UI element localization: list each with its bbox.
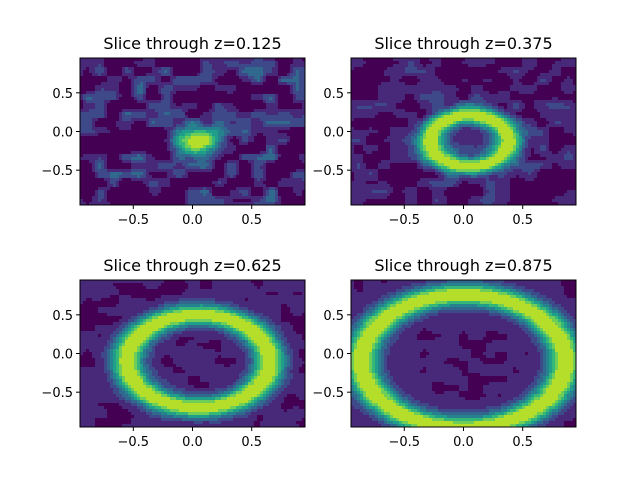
contour-field <box>80 58 305 205</box>
subplot-title: Slice through z=0.625 <box>103 256 281 275</box>
y-tick-label: 0.0 <box>323 348 344 363</box>
subplot-title: Slice through z=0.125 <box>103 34 281 53</box>
y-tick-label: 0.5 <box>323 87 344 102</box>
x-tick-label: −0.5 <box>118 435 150 450</box>
subplot-title: Slice through z=0.875 <box>374 256 552 275</box>
x-tick-label: 0.0 <box>182 213 203 228</box>
x-tick-label: −0.5 <box>389 435 421 450</box>
contour-field <box>351 280 576 427</box>
y-tick-label: −0.5 <box>41 386 73 401</box>
contour-field <box>351 58 576 205</box>
x-tick-label: 0.5 <box>241 213 262 228</box>
x-tick-label: 0.0 <box>182 435 203 450</box>
subplot-1: −0.5 0.0 0.5 0.5 0.0 −0.5 Slice through z=0.12… <box>41 34 306 228</box>
subplot-4: −0.5 0.0 0.5 0.5 0.0 −0.5 Slice through z=0.87… <box>312 256 577 450</box>
x-tick-label: 0.0 <box>453 213 474 228</box>
y-tick-label: −0.5 <box>41 164 73 179</box>
y-tick-label: 0.0 <box>323 126 344 141</box>
subplot-title: Slice through z=0.375 <box>374 34 552 53</box>
x-tick-label: −0.5 <box>118 213 150 228</box>
y-tick-label: 0.0 <box>52 348 73 363</box>
x-tick-label: 0.0 <box>453 435 474 450</box>
subplot-2: −0.5 0.0 0.5 0.5 0.0 −0.5 Slice through z=0.37… <box>312 34 577 228</box>
contour-field <box>80 280 305 427</box>
y-tick-label: −0.5 <box>312 164 344 179</box>
x-tick-label: −0.5 <box>389 213 421 228</box>
y-tick-label: 0.5 <box>323 309 344 324</box>
y-tick-label: 0.5 <box>52 87 73 102</box>
y-tick-label: −0.5 <box>312 386 344 401</box>
x-tick-label: 0.5 <box>512 213 533 228</box>
x-tick-label: 0.5 <box>241 435 262 450</box>
y-tick-label: 0.5 <box>52 309 73 324</box>
x-tick-label: 0.5 <box>512 435 533 450</box>
subplot-3: −0.5 0.0 0.5 0.5 0.0 −0.5 Slice through z=0.62… <box>41 256 306 450</box>
y-tick-label: 0.0 <box>52 126 73 141</box>
